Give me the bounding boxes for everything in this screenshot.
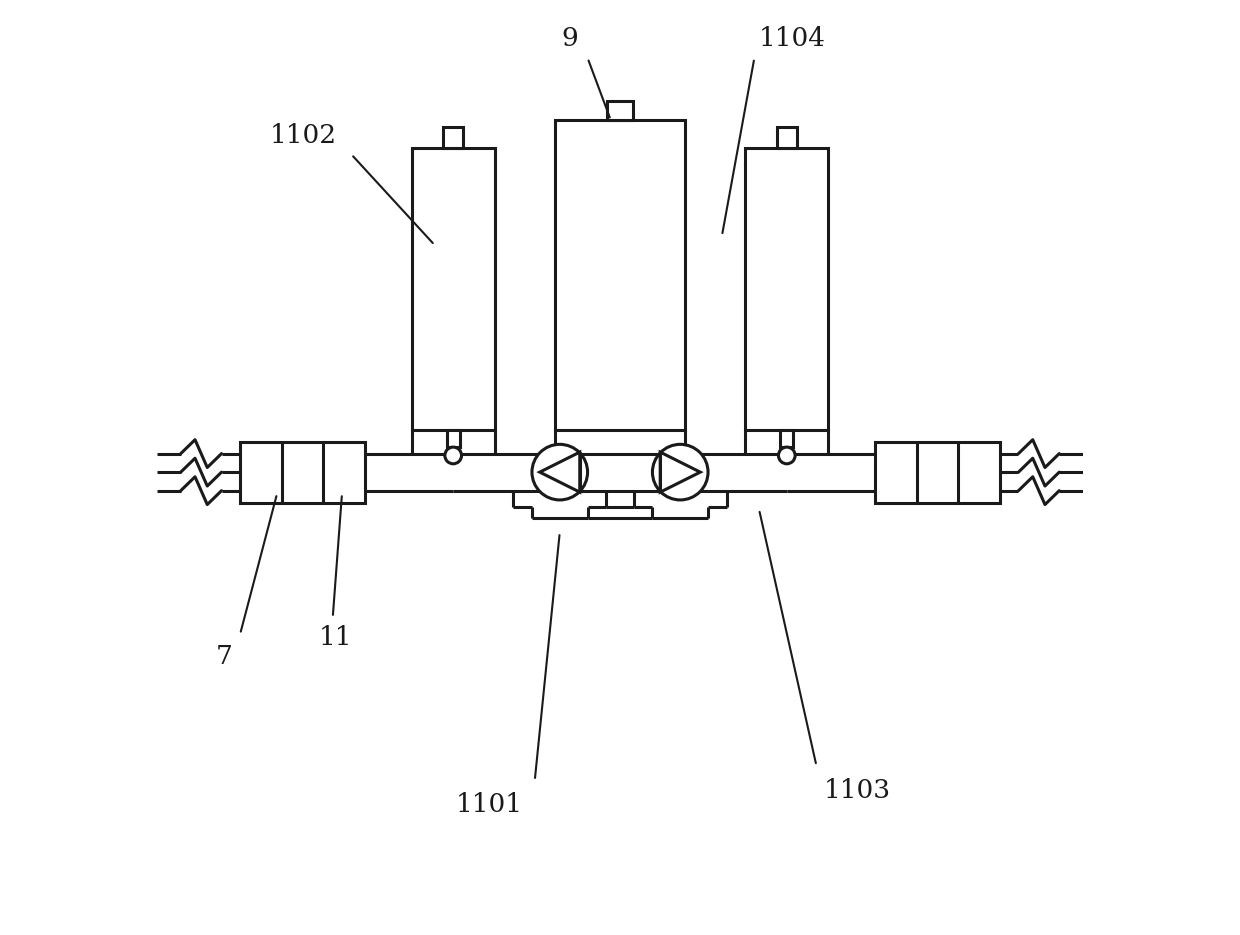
Circle shape	[445, 447, 461, 464]
Polygon shape	[556, 120, 684, 430]
Polygon shape	[608, 102, 632, 120]
Polygon shape	[745, 148, 828, 430]
Text: 9: 9	[562, 25, 578, 50]
Polygon shape	[660, 453, 701, 492]
Polygon shape	[780, 430, 794, 447]
Circle shape	[652, 444, 708, 500]
Text: 1104: 1104	[759, 25, 826, 50]
Text: 1102: 1102	[270, 122, 337, 148]
Text: 7: 7	[216, 643, 233, 669]
Polygon shape	[446, 430, 460, 447]
Text: 1101: 1101	[456, 792, 523, 817]
Circle shape	[779, 447, 795, 464]
Text: 11: 11	[319, 625, 352, 650]
Polygon shape	[539, 453, 580, 492]
Polygon shape	[241, 441, 365, 503]
Text: 1103: 1103	[823, 778, 892, 803]
Polygon shape	[875, 441, 999, 503]
Polygon shape	[443, 127, 464, 148]
Polygon shape	[412, 148, 495, 430]
Polygon shape	[776, 127, 797, 148]
Circle shape	[532, 444, 588, 500]
